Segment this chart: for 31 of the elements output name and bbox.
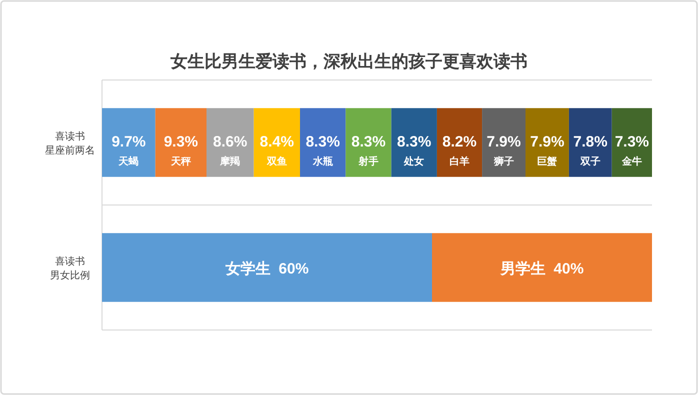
series-name: 摩羯 <box>220 156 240 168</box>
series-name: 女学生 <box>225 260 270 278</box>
series-name: 天秤 <box>170 156 191 168</box>
title: 女生比男生爱读书，深秋出生的孩子更喜欢读书 <box>170 52 528 71</box>
data-label: 8.6% <box>213 134 248 150</box>
data-label: 8.3% <box>397 134 432 150</box>
data-label: 7.8% <box>573 134 608 150</box>
y-tick-label: 喜读书男女比例 <box>50 256 90 282</box>
series-name: 双子 <box>580 156 600 168</box>
series-name: 狮子 <box>494 156 514 168</box>
data-label: 8.3% <box>306 134 340 150</box>
data-label: 8.3% <box>351 134 386 150</box>
data-label: 9.7% <box>112 134 146 150</box>
series-name: 双鱼 <box>266 156 287 168</box>
series-name: 男学生 <box>500 260 546 278</box>
data-label: 8.2% <box>442 134 477 150</box>
series-name: 白羊 <box>450 156 470 168</box>
series-name: 处女 <box>404 156 424 168</box>
data-label: 60% <box>278 260 309 278</box>
series-name: 金牛 <box>622 156 642 168</box>
series-name: 巨蟹 <box>537 156 558 168</box>
series-name: 射手 <box>358 156 378 168</box>
data-label: 8.4% <box>260 134 294 150</box>
series-name: 天蝎 <box>118 156 139 168</box>
data-label: 40% <box>554 260 584 278</box>
series-name: 水瓶 <box>312 156 333 168</box>
data-label: 7.3% <box>614 134 650 150</box>
data-label: 7.9% <box>486 134 521 150</box>
data-label: 7.9% <box>530 134 564 150</box>
data-label: 9.3% <box>164 134 198 150</box>
y-tick-label: 喜读书星座前两名 <box>45 132 95 156</box>
